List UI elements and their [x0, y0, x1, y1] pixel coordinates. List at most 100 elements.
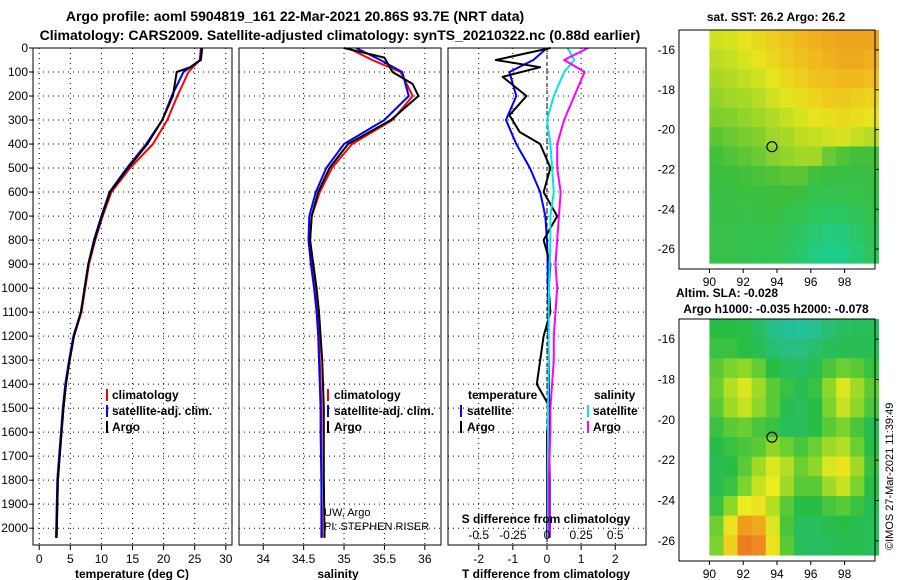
sst-map-title: sat. SST: 26.2 Argo: 26.2	[707, 10, 846, 24]
map-cell	[850, 204, 865, 225]
x2-tick-label: 0.25	[569, 528, 593, 542]
map-cell	[709, 417, 725, 438]
map-cell	[807, 185, 823, 206]
lat-tick-label: -18	[658, 373, 676, 387]
map-cell	[822, 185, 837, 206]
y-tick-label: 1300	[1, 353, 28, 367]
map-cell	[836, 185, 851, 206]
map-cell	[864, 30, 879, 51]
map-cell	[850, 495, 865, 517]
map-cell	[822, 535, 837, 556]
map-cell	[793, 165, 809, 186]
map-cell	[836, 476, 851, 497]
map-cell	[864, 319, 879, 340]
series-satellite-adj-clim-	[55, 47, 203, 538]
map-cell	[737, 476, 753, 497]
map-cell	[765, 319, 781, 340]
map-cell	[737, 358, 753, 379]
map-cell	[709, 30, 725, 51]
salinity-annotation-pi: PI: STEPHEN RISER	[324, 521, 429, 533]
map-cell	[709, 377, 725, 399]
lon-tick-label: 90	[703, 275, 717, 289]
lon-tick-label: 96	[804, 567, 818, 580]
map-cell	[723, 185, 739, 206]
map-cell	[836, 319, 851, 340]
map-cell	[751, 49, 767, 70]
map-cell	[793, 535, 809, 556]
map-cell	[793, 127, 809, 148]
map-cell	[822, 107, 837, 128]
map-cell	[709, 319, 725, 340]
x-tick-label: 1	[578, 552, 585, 566]
map-cell	[737, 127, 753, 148]
series-salinity-satellite	[546, 47, 576, 538]
map-cell	[779, 30, 795, 51]
map-cell	[864, 338, 879, 359]
map-cell	[850, 476, 865, 497]
map-cell	[822, 377, 837, 399]
map-cell	[836, 30, 851, 51]
difference-panel: -2 -1 0 1 2 T difference from climatology S …	[447, 47, 647, 580]
y-tick-label: 0	[21, 41, 28, 55]
map-cell	[822, 436, 837, 458]
map-cell	[779, 319, 795, 340]
map-cell	[709, 88, 725, 109]
map-cell	[751, 185, 767, 206]
legend-header-temperature: temperature	[468, 388, 538, 402]
map-cell	[850, 224, 865, 245]
map-cell	[723, 495, 739, 517]
map-cell	[723, 377, 739, 399]
map-cell	[836, 165, 851, 186]
map-cell	[709, 107, 725, 128]
map-cell	[709, 476, 725, 497]
map-cell	[737, 204, 753, 225]
map-cell	[751, 127, 767, 148]
map-cell	[751, 224, 767, 245]
map-cell	[864, 476, 879, 497]
map-cell	[723, 127, 739, 148]
map-cell	[765, 338, 781, 359]
temperature-xlabel: temperature (deg C)	[75, 567, 189, 580]
map-cell	[723, 338, 739, 359]
legend-label-argo: Argo	[112, 420, 140, 434]
map-cell	[709, 515, 725, 536]
map-cell	[850, 456, 865, 477]
map-cell	[850, 127, 865, 148]
map-cell	[836, 224, 851, 245]
map-cell	[751, 204, 767, 225]
map-cell	[836, 88, 851, 109]
series-temperature-satellite	[505, 47, 551, 538]
map-cell	[822, 146, 837, 167]
map-cell	[793, 30, 809, 51]
map-cell	[737, 495, 753, 517]
salinity-panel-frame	[238, 47, 442, 546]
map-cell	[737, 436, 753, 458]
map-cell	[822, 319, 837, 340]
x-tick-label: 36	[418, 552, 432, 566]
y-tick-label: 600	[8, 185, 28, 199]
map-cell	[737, 88, 753, 109]
map-cell	[822, 30, 837, 51]
title-line1: Argo profile: aoml 5904819_161 22-Mar-20…	[66, 8, 524, 24]
temperature-panel: 0100200300400500600700800900100011001200…	[1, 41, 232, 580]
map-cell	[864, 68, 879, 89]
map-cell	[850, 243, 865, 264]
lat-tick-label: -16	[658, 332, 676, 346]
map-cell	[822, 88, 837, 109]
map-cell	[779, 204, 795, 225]
y-tick-label: 700	[8, 209, 28, 223]
map-cell	[793, 319, 809, 340]
map-cell	[751, 88, 767, 109]
map-cell	[793, 204, 809, 225]
sst-map: sat. SST: 26.2 Argo: 26.2 -16 -18 -20 -22 -2…	[658, 10, 879, 289]
map-cell	[864, 515, 879, 536]
map-cell	[723, 165, 739, 186]
map-cell	[737, 107, 753, 128]
map-cell	[737, 185, 753, 206]
map-cell	[850, 146, 865, 167]
lat-tick-label: -20	[658, 413, 676, 427]
x-tick-label: 30	[219, 552, 233, 566]
lon-tick-label: 92	[737, 275, 751, 289]
map-cell	[793, 224, 809, 245]
